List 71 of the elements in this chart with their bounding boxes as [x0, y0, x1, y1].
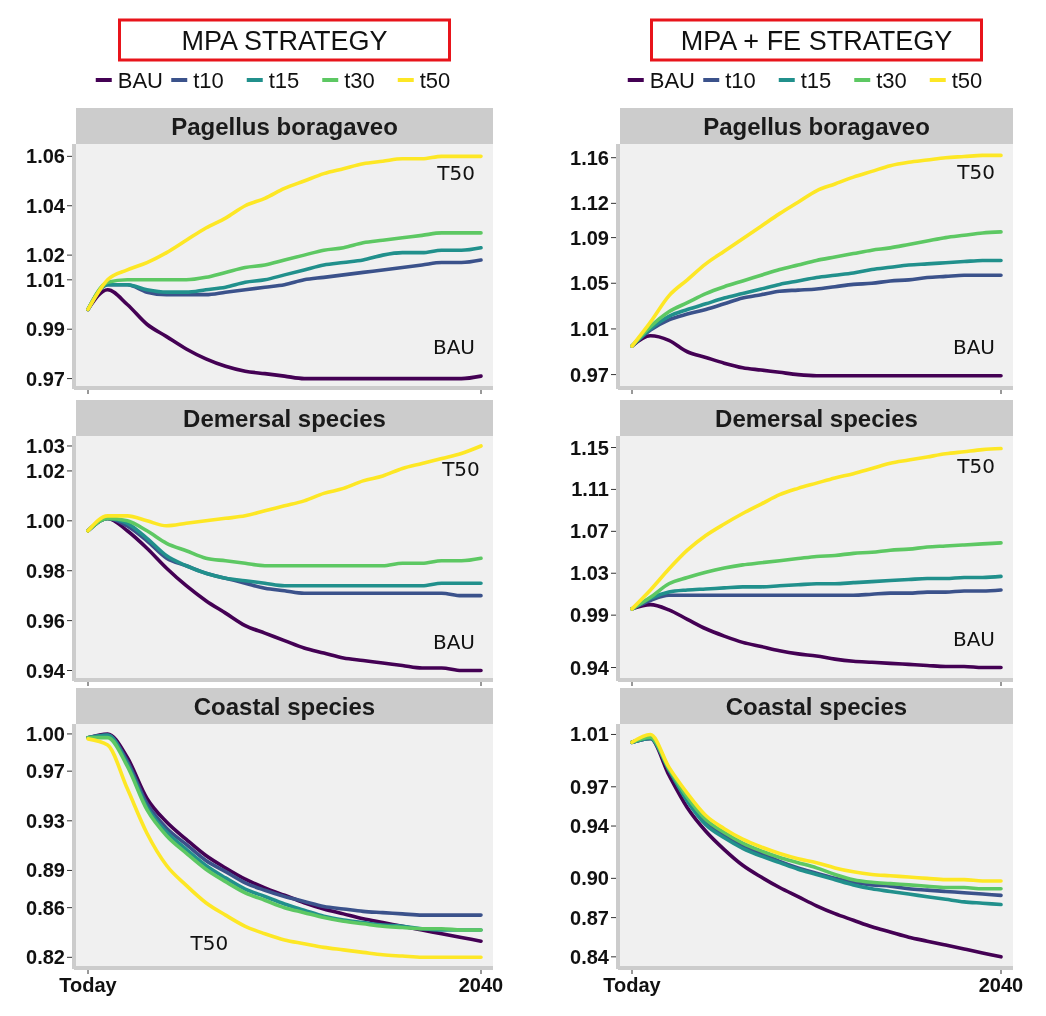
y-tick-label: 0.97: [26, 760, 65, 783]
y-tick-label: 0.97: [570, 363, 609, 386]
legend-label: t50: [951, 68, 983, 93]
y-tick-label: 1.01: [26, 268, 65, 291]
y-tick-label: 0.94: [570, 656, 610, 679]
y-tick-label: 1.03: [570, 562, 609, 585]
y-tick-label: 1.06: [26, 145, 65, 168]
y-tick-label: 1.11: [571, 478, 609, 501]
y-tick-label: 0.98: [26, 559, 65, 582]
annotation: BAU: [432, 629, 475, 654]
y-tick-label: 1.07: [570, 520, 609, 543]
line-series: [630, 446, 1003, 611]
x-tick-label: 2040: [458, 974, 504, 996]
annotation: T50: [956, 453, 995, 478]
annotation: T50: [189, 931, 229, 955]
y-tick-label: 0.96: [26, 609, 65, 632]
legend-label: t10: [725, 68, 756, 93]
line-series: [86, 154, 483, 312]
annotation: T50: [956, 160, 995, 185]
legend-label: t15: [800, 68, 832, 93]
annotation: T50: [436, 161, 475, 186]
y-tick-label: 1.00: [26, 509, 65, 532]
line-series: [86, 231, 483, 312]
y-tick-label: 1.02: [26, 244, 65, 267]
y-tick-label: 1.04: [26, 194, 66, 217]
line-series: [86, 444, 483, 533]
y-tick-label: 0.86: [26, 896, 65, 919]
chart-title: Coastal species: [193, 693, 376, 720]
chart-title: Pagellus boragaveo: [171, 113, 398, 140]
y-tick-label: 0.89: [26, 859, 65, 882]
x-tick-label: Today: [59, 974, 118, 996]
chart-title: Demersal species: [715, 405, 918, 432]
y-tick-label: 0.99: [570, 604, 609, 627]
y-tick-label: 1.05: [570, 272, 609, 295]
y-tick-label: 0.97: [26, 367, 65, 390]
x-tick-label: 2040: [978, 974, 1024, 996]
legend-label: t30: [344, 68, 375, 93]
y-tick-label: 0.82: [26, 946, 65, 969]
annotation: BAU: [432, 335, 475, 360]
y-tick-label: 0.90: [570, 867, 609, 890]
y-tick-label: 1.01: [570, 723, 609, 746]
y-tick-label: 0.99: [26, 318, 65, 341]
legend-label: t15: [268, 68, 300, 93]
legend-label: t30: [876, 68, 907, 93]
y-tick-label: 1.15: [570, 436, 609, 459]
y-tick-label: 0.93: [26, 809, 65, 832]
y-tick-label: 0.94: [570, 815, 610, 838]
y-tick-label: 1.09: [570, 226, 609, 249]
y-tick-label: 1.02: [26, 459, 65, 482]
legend-label: t50: [419, 68, 451, 93]
y-tick-label: 1.16: [570, 146, 609, 169]
annotation: BAU: [952, 334, 995, 359]
legend-label: BAU: [117, 68, 163, 93]
x-tick-label: Today: [603, 974, 662, 996]
chart-title: Coastal species: [725, 693, 908, 720]
legend-label: t10: [193, 68, 224, 93]
annotation: BAU: [952, 626, 995, 651]
chart-subtitle: MPA STRATEGY: [181, 26, 388, 56]
y-tick-label: 0.94: [26, 659, 66, 682]
y-tick-label: 1.01: [570, 317, 609, 340]
y-tick-label: 0.84: [570, 945, 610, 968]
y-tick-label: 1.03: [26, 434, 65, 457]
chart-subtitle: MPA + FE STRATEGY: [680, 26, 953, 56]
legend-label: BAU: [649, 68, 695, 93]
chart-title: Demersal species: [183, 405, 386, 432]
y-tick-label: 1.12: [570, 192, 609, 215]
annotation: T50: [441, 457, 480, 481]
y-tick-label: 0.87: [570, 906, 609, 929]
y-tick-label: 0.97: [570, 775, 609, 798]
y-tick-label: 1.00: [26, 722, 65, 745]
chart-title: Pagellus boragaveo: [703, 113, 930, 140]
